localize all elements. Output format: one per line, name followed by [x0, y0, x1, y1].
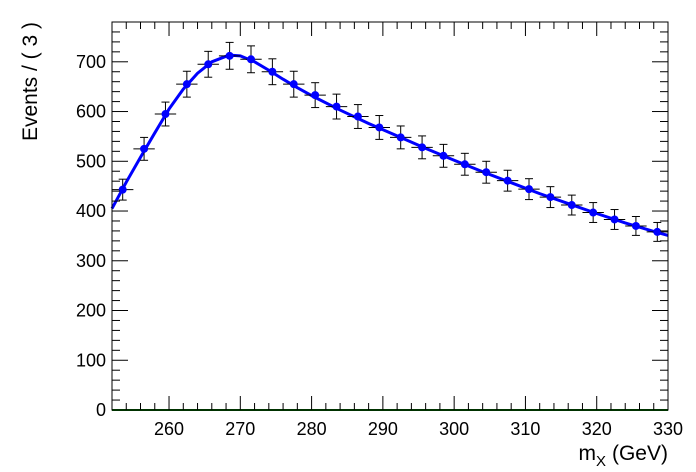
data-point — [368, 115, 390, 140]
data-point — [475, 160, 497, 184]
x-tick-label: 310 — [510, 419, 540, 439]
point-marker — [247, 55, 255, 64]
data-point — [197, 50, 219, 78]
point-marker — [525, 185, 533, 194]
point-marker — [268, 67, 277, 76]
data-point — [133, 136, 155, 161]
data-point — [112, 178, 134, 201]
point-marker — [225, 51, 234, 60]
data-point — [539, 186, 562, 209]
point-marker — [503, 176, 512, 185]
point-marker — [289, 80, 298, 89]
data-point — [240, 45, 262, 74]
data-point — [261, 58, 284, 86]
x-axis-title: mX (GeV) — [578, 442, 668, 470]
point-marker — [460, 160, 469, 169]
y-tick-label: 600 — [76, 102, 106, 122]
data-point — [432, 143, 455, 168]
y-tick-label: 100 — [76, 350, 106, 370]
data-point — [496, 169, 519, 192]
x-axis-title-unit: (GeV) — [612, 442, 668, 465]
y-tick-label: 0 — [96, 400, 106, 420]
x-axis-title-main: m — [578, 442, 596, 465]
data-point — [283, 70, 305, 98]
point-marker — [118, 185, 127, 194]
point-marker — [375, 123, 384, 132]
data-point — [176, 70, 198, 98]
point-marker — [332, 102, 341, 111]
x-tick-label: 320 — [582, 419, 612, 439]
data-point — [518, 178, 540, 201]
x-tick-label: 280 — [297, 419, 327, 439]
point-marker — [182, 80, 191, 89]
x-tick-label: 290 — [368, 419, 398, 439]
data-point — [325, 93, 348, 120]
y-axis-title: Events / ( 3 ) — [19, 22, 42, 141]
data-point — [454, 152, 476, 176]
x-tick-label: 300 — [439, 419, 469, 439]
data-point — [625, 215, 647, 236]
point-marker — [418, 143, 427, 152]
axes: 260 270 280 290 300 310 320 330 0 100 200 300 400 500… — [76, 21, 683, 439]
point-marker — [567, 201, 576, 210]
y-tick-label: 700 — [76, 52, 106, 72]
point-marker — [161, 110, 170, 119]
plot-frame — [111, 21, 669, 411]
y-tick-label: 400 — [76, 201, 106, 221]
point-marker — [353, 112, 362, 121]
data-point — [304, 82, 326, 109]
point-marker — [140, 144, 149, 153]
x-tick-label: 270 — [225, 419, 255, 439]
point-marker — [589, 208, 598, 217]
point-marker — [439, 151, 448, 160]
data-point — [411, 135, 433, 160]
x-tick-label: 260 — [154, 419, 184, 439]
y-tick-label: 300 — [76, 251, 106, 271]
data-point — [347, 104, 369, 129]
data-point — [561, 194, 583, 216]
point-marker — [546, 193, 555, 202]
data-point — [603, 209, 626, 230]
data-point — [218, 41, 241, 70]
point-marker — [482, 168, 491, 177]
point-marker — [204, 60, 213, 69]
point-marker — [396, 133, 405, 142]
data-point — [646, 221, 668, 242]
y-tick-label: 200 — [76, 301, 106, 321]
data-point — [154, 101, 177, 127]
data-point — [582, 202, 604, 223]
point-marker — [653, 227, 662, 236]
point-marker — [311, 91, 320, 100]
x-tick-label: 330 — [653, 419, 683, 439]
data-point — [390, 125, 412, 150]
y-tick-label: 500 — [76, 151, 106, 171]
x-axis-title-subscript: X — [596, 453, 606, 470]
point-marker — [610, 215, 619, 224]
point-marker — [631, 221, 640, 230]
